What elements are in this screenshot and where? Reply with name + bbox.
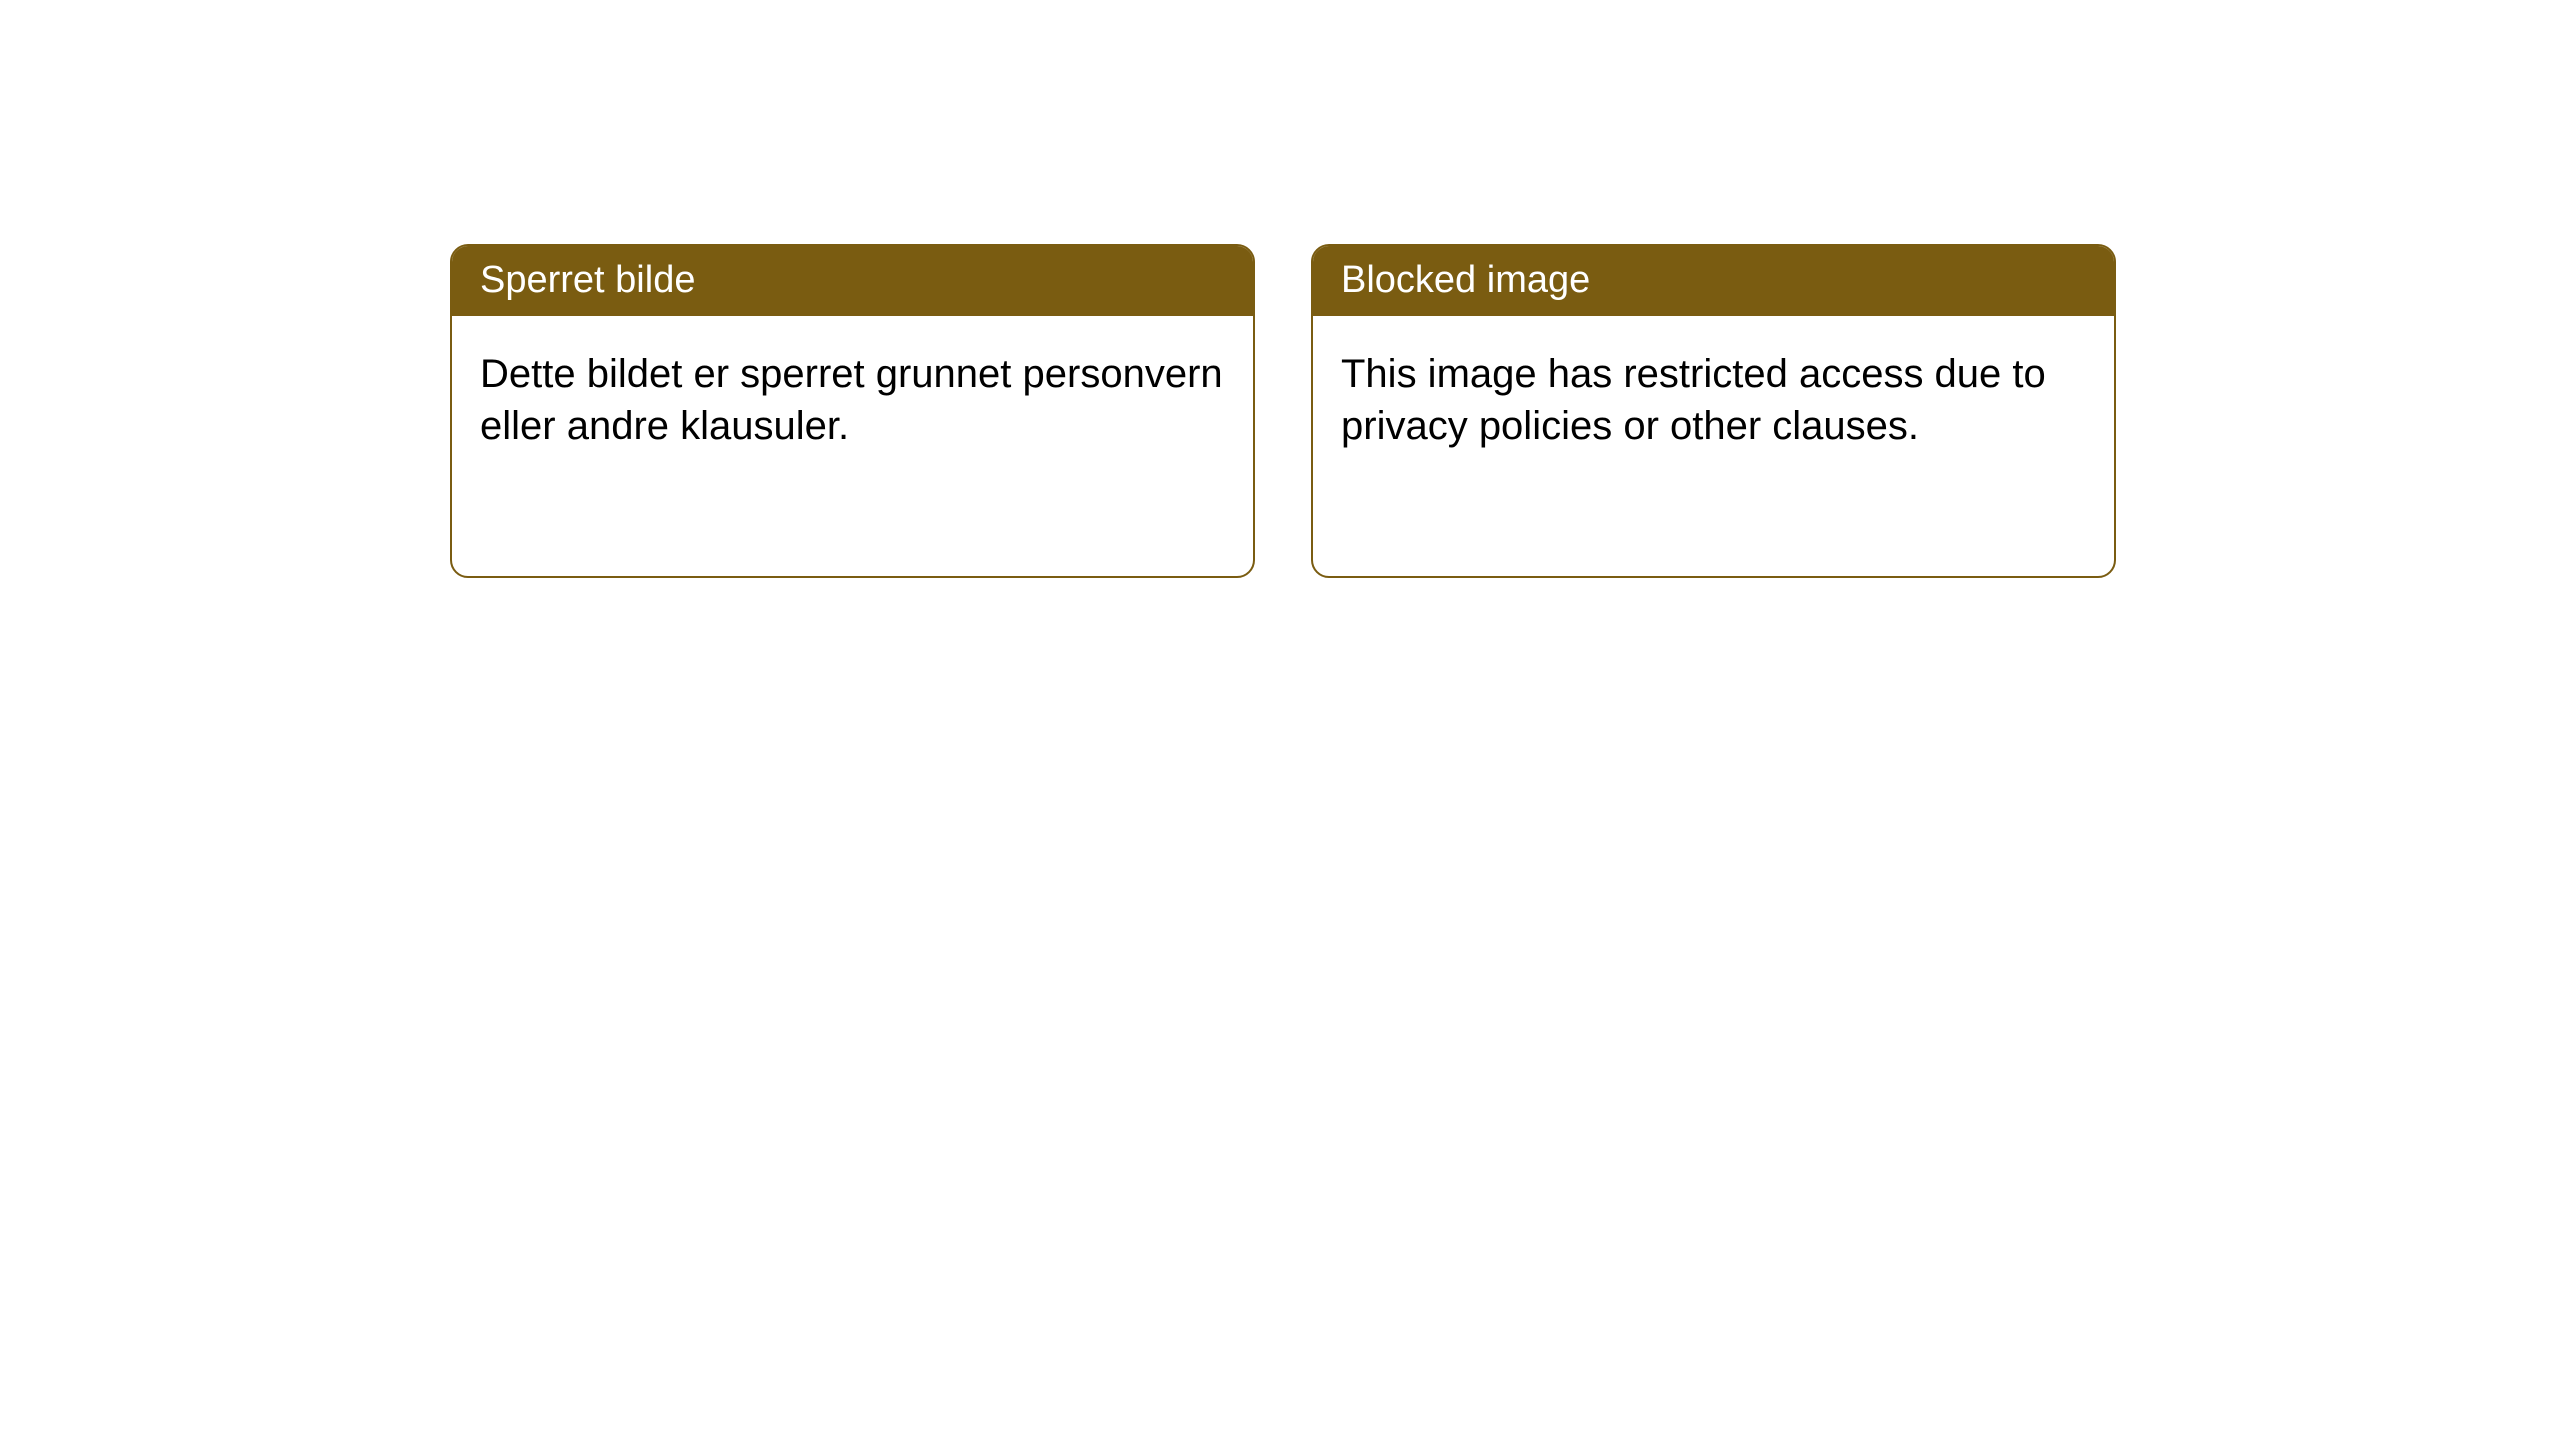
notice-card-norwegian: Sperret bilde Dette bildet er sperret gr… xyxy=(450,244,1255,578)
notice-header-english: Blocked image xyxy=(1313,246,2114,316)
notice-text-english: This image has restricted access due to … xyxy=(1341,352,2046,448)
notice-container: Sperret bilde Dette bildet er sperret gr… xyxy=(0,0,2560,578)
notice-text-norwegian: Dette bildet er sperret grunnet personve… xyxy=(480,352,1223,448)
notice-body-english: This image has restricted access due to … xyxy=(1313,316,2114,484)
notice-header-norwegian: Sperret bilde xyxy=(452,246,1253,316)
notice-body-norwegian: Dette bildet er sperret grunnet personve… xyxy=(452,316,1253,484)
notice-title-english: Blocked image xyxy=(1341,259,1590,301)
notice-card-english: Blocked image This image has restricted … xyxy=(1311,244,2116,578)
notice-title-norwegian: Sperret bilde xyxy=(480,259,695,301)
